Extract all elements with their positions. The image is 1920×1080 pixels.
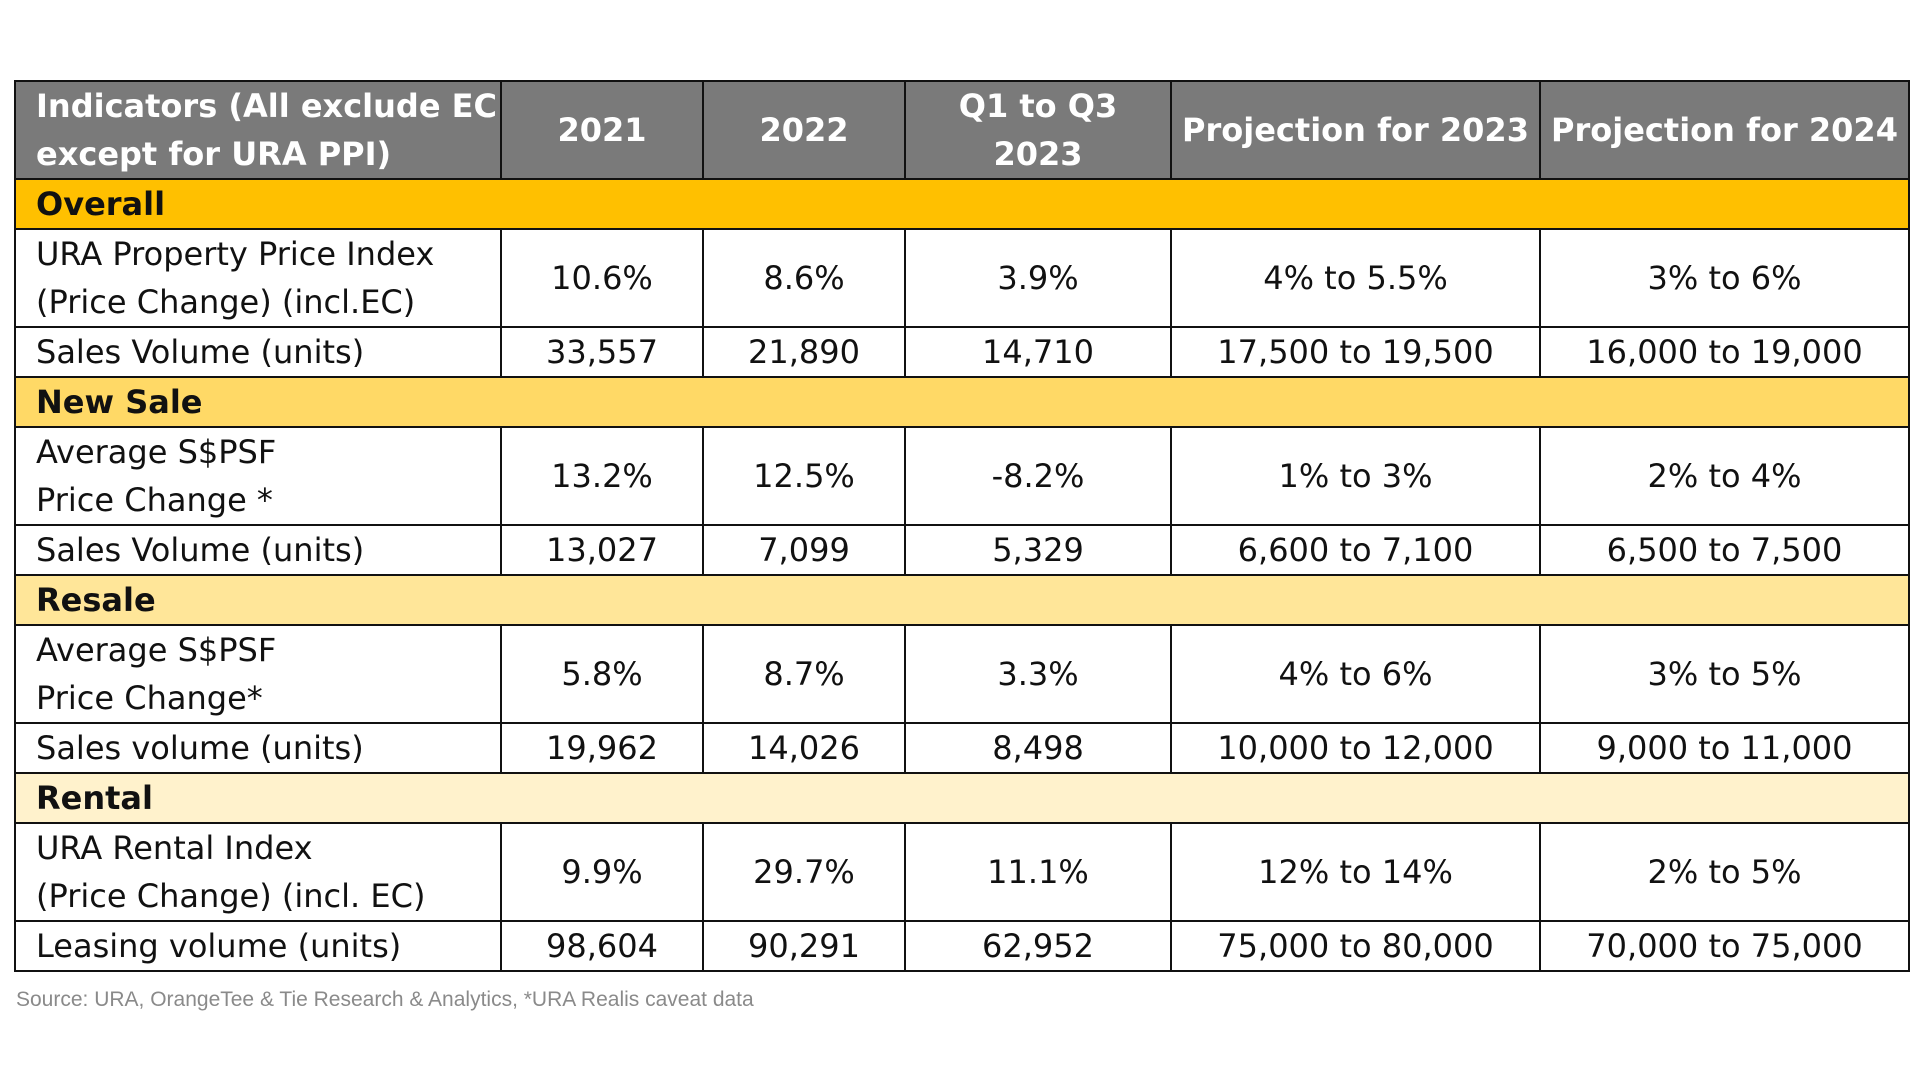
cell-projection-2023: 6,600 to 7,100	[1170, 524, 1541, 576]
cell-projection-2023: 12% to 14%	[1170, 822, 1541, 922]
row-label-line1: Average S$PSF	[36, 631, 277, 669]
cell-2021: 13.2%	[500, 426, 704, 526]
section-title: Overall	[14, 178, 1910, 230]
header-projection-2023: Projection for 2023	[1170, 80, 1541, 180]
row-label: Leasing volume (units)	[14, 920, 502, 972]
table-header-row: Indicators (All exclude EC except for UR…	[14, 80, 1910, 180]
row-label: Average S$PSF Price Change*	[14, 624, 502, 724]
indicators-table-container: Indicators (All exclude EC except for UR…	[14, 80, 1910, 972]
cell-projection-2023: 75,000 to 80,000	[1170, 920, 1541, 972]
table-row: Average S$PSF Price Change* 5.8% 8.7% 3.…	[14, 624, 1910, 724]
row-label: URA Property Price Index (Price Change) …	[14, 228, 502, 328]
cell-2021: 9.9%	[500, 822, 704, 922]
header-indicators-line2: except for URA PPI)	[36, 135, 392, 173]
cell-2022: 21,890	[702, 326, 906, 378]
cell-projection-2023: 4% to 6%	[1170, 624, 1541, 724]
cell-projection-2024: 9,000 to 11,000	[1539, 722, 1910, 774]
cell-projection-2023: 4% to 5.5%	[1170, 228, 1541, 328]
table-row: URA Rental Index (Price Change) (incl. E…	[14, 822, 1910, 922]
table-row: Sales Volume (units) 33,557 21,890 14,71…	[14, 326, 1910, 378]
cell-q1-q3-2023: 3.9%	[904, 228, 1172, 328]
cell-2022: 14,026	[702, 722, 906, 774]
row-label-line1: Average S$PSF	[36, 433, 277, 471]
cell-projection-2023: 17,500 to 19,500	[1170, 326, 1541, 378]
header-2022: 2022	[702, 80, 906, 180]
section-title: Rental	[14, 772, 1910, 824]
cell-q1-q3-2023: 62,952	[904, 920, 1172, 972]
table-row: URA Property Price Index (Price Change) …	[14, 228, 1910, 328]
cell-q1-q3-2023: 8,498	[904, 722, 1172, 774]
row-label: Sales Volume (units)	[14, 326, 502, 378]
section-row-resale: Resale	[14, 574, 1910, 626]
cell-q1-q3-2023: 5,329	[904, 524, 1172, 576]
cell-projection-2024: 2% to 4%	[1539, 426, 1910, 526]
row-label: Sales Volume (units)	[14, 524, 502, 576]
source-note: Source: URA, OrangeTee & Tie Research & …	[16, 988, 754, 1011]
cell-projection-2024: 2% to 5%	[1539, 822, 1910, 922]
row-label-line2: (Price Change) (incl.EC)	[36, 283, 416, 321]
cell-2021: 10.6%	[500, 228, 704, 328]
table-row: Leasing volume (units) 98,604 90,291 62,…	[14, 920, 1910, 972]
section-row-overall: Overall	[14, 178, 1910, 230]
header-indicators: Indicators (All exclude EC except for UR…	[14, 80, 502, 180]
row-label-line2: Price Change*	[36, 679, 263, 717]
section-title: Resale	[14, 574, 1910, 626]
row-label: Average S$PSF Price Change *	[14, 426, 502, 526]
table-row: Average S$PSF Price Change * 13.2% 12.5%…	[14, 426, 1910, 526]
header-indicators-line1: Indicators (All exclude EC	[36, 87, 497, 125]
header-projection-2024: Projection for 2024	[1539, 80, 1910, 180]
table-row: Sales Volume (units) 13,027 7,099 5,329 …	[14, 524, 1910, 576]
cell-2021: 98,604	[500, 920, 704, 972]
cell-projection-2024: 3% to 5%	[1539, 624, 1910, 724]
cell-2022: 12.5%	[702, 426, 906, 526]
cell-2022: 8.6%	[702, 228, 906, 328]
cell-2022: 90,291	[702, 920, 906, 972]
table-row: Sales volume (units) 19,962 14,026 8,498…	[14, 722, 1910, 774]
cell-2021: 13,027	[500, 524, 704, 576]
cell-2022: 29.7%	[702, 822, 906, 922]
cell-projection-2023: 1% to 3%	[1170, 426, 1541, 526]
cell-2022: 7,099	[702, 524, 906, 576]
cell-q1-q3-2023: 14,710	[904, 326, 1172, 378]
row-label-line2: (Price Change) (incl. EC)	[36, 877, 426, 915]
header-q-line2: 2023	[993, 135, 1083, 173]
section-row-new-sale: New Sale	[14, 376, 1910, 428]
row-label-line2: Price Change *	[36, 481, 273, 519]
cell-q1-q3-2023: 3.3%	[904, 624, 1172, 724]
cell-2021: 33,557	[500, 326, 704, 378]
cell-q1-q3-2023: 11.1%	[904, 822, 1172, 922]
cell-2021: 19,962	[500, 722, 704, 774]
cell-q1-q3-2023: -8.2%	[904, 426, 1172, 526]
section-row-rental: Rental	[14, 772, 1910, 824]
cell-projection-2024: 6,500 to 7,500	[1539, 524, 1910, 576]
cell-projection-2024: 3% to 6%	[1539, 228, 1910, 328]
cell-2021: 5.8%	[500, 624, 704, 724]
section-title: New Sale	[14, 376, 1910, 428]
header-q1-q3-2023: Q1 to Q3 2023	[904, 80, 1172, 180]
row-label: URA Rental Index (Price Change) (incl. E…	[14, 822, 502, 922]
header-2021: 2021	[500, 80, 704, 180]
cell-projection-2024: 70,000 to 75,000	[1539, 920, 1910, 972]
header-q-line1: Q1 to Q3	[958, 87, 1118, 125]
row-label: Sales volume (units)	[14, 722, 502, 774]
cell-2022: 8.7%	[702, 624, 906, 724]
indicators-table: Indicators (All exclude EC except for UR…	[14, 80, 1910, 972]
cell-projection-2024: 16,000 to 19,000	[1539, 326, 1910, 378]
cell-projection-2023: 10,000 to 12,000	[1170, 722, 1541, 774]
row-label-line1: URA Property Price Index	[36, 235, 435, 273]
row-label-line1: URA Rental Index	[36, 829, 313, 867]
